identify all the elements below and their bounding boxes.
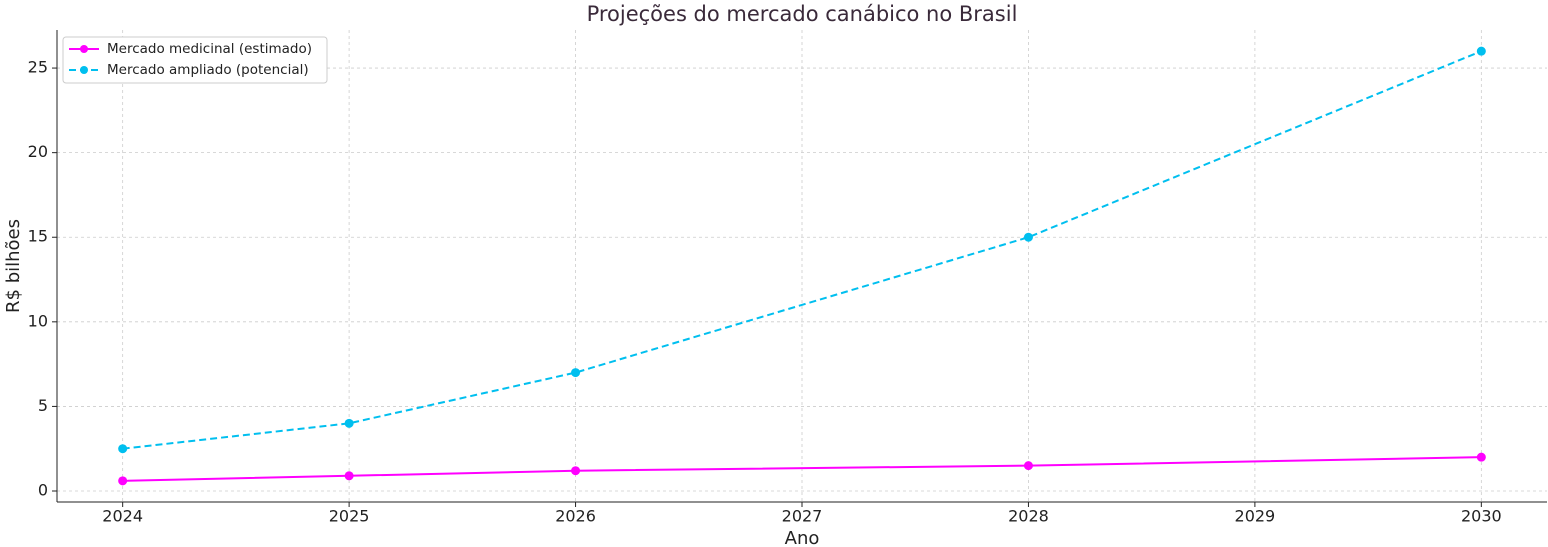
y-axis-label: R$ bilhões [3, 219, 24, 313]
x-tick-label: 2026 [555, 507, 596, 526]
y-tick-label: 25 [28, 58, 48, 77]
data-point [571, 368, 581, 378]
x-axis-label: Ano [785, 528, 820, 547]
y-tick-label: 5 [38, 396, 48, 415]
y-tick-label: 20 [28, 142, 48, 161]
data-point [1023, 461, 1033, 471]
legend-label: Mercado medicinal (estimado) [107, 41, 312, 57]
data-point [118, 476, 128, 486]
data-point [571, 466, 581, 476]
legend-marker [80, 45, 88, 53]
series-line [122, 456, 1482, 482]
data-point [344, 418, 354, 428]
legend-label: Mercado ampliado (potencial) [107, 62, 309, 78]
y-tick-label: 0 [38, 481, 48, 500]
data-point [344, 471, 354, 481]
legend-box [62, 36, 328, 84]
data-point [1476, 452, 1486, 462]
x-tick-label: 2024 [102, 507, 143, 526]
data-point [1023, 232, 1033, 242]
x-tick-label: 2029 [1235, 507, 1276, 526]
chart-title: Projeções do mercado canábico no Brasil [587, 2, 1018, 26]
data-point [1476, 46, 1486, 56]
y-tick-label: 10 [28, 311, 48, 330]
y-tick-label: 15 [28, 227, 48, 246]
x-tick-label: 2027 [782, 507, 823, 526]
x-tick-label: 2028 [1008, 507, 1049, 526]
data-point [118, 444, 128, 454]
x-tick-label: 2030 [1461, 507, 1502, 526]
legend-marker [80, 66, 88, 74]
x-tick-label: 2025 [329, 507, 370, 526]
series-line [122, 50, 1482, 450]
